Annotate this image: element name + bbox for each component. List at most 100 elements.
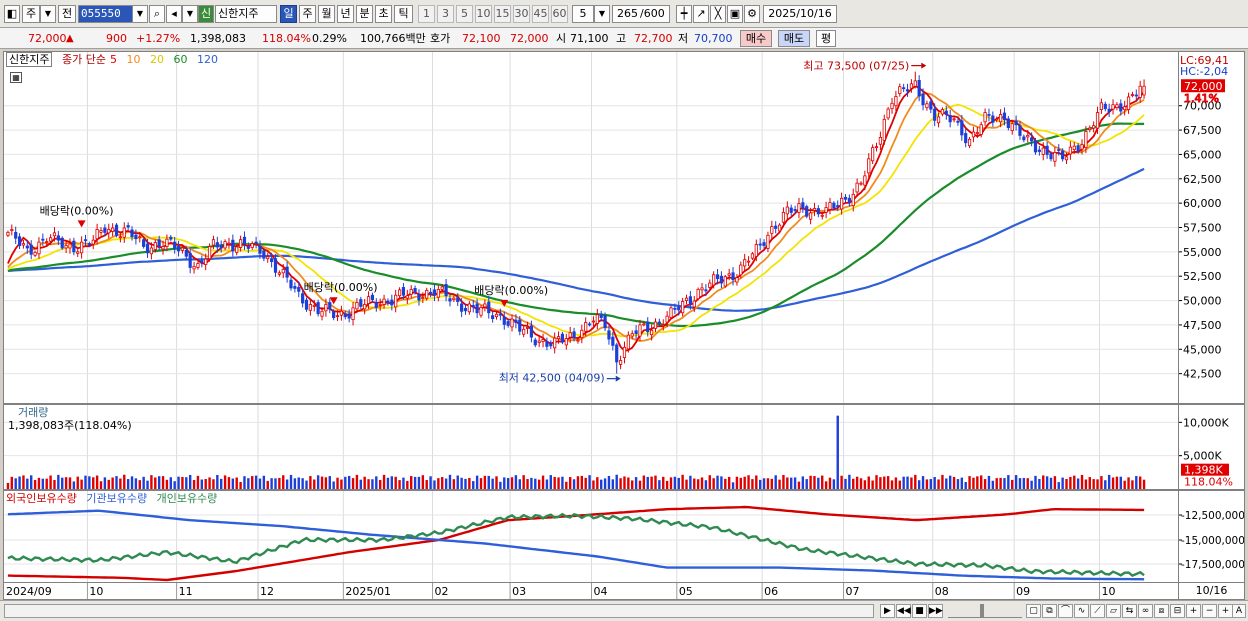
market-scope-select[interactable]: 전 bbox=[58, 5, 76, 23]
search-icon[interactable]: ⌕ bbox=[149, 5, 165, 23]
interval-dropdown-icon[interactable]: ▼ bbox=[594, 5, 610, 23]
price-change-pct: +1.27% bbox=[136, 32, 181, 45]
trend-icon[interactable]: ⟋ bbox=[1090, 604, 1105, 618]
candle-body bbox=[351, 307, 355, 320]
interval-select[interactable]: 5 bbox=[572, 5, 594, 23]
save-icon[interactable]: ▣ bbox=[727, 5, 743, 23]
code-dropdown-icon[interactable]: ▼ bbox=[132, 5, 148, 23]
individual-holding-line bbox=[7, 512, 1145, 577]
speaker-icon[interactable]: ◂ bbox=[166, 5, 182, 23]
cascade-icon[interactable]: ⧉ bbox=[1042, 604, 1057, 618]
volume-bar bbox=[743, 476, 746, 489]
interval-60[interactable]: 60 bbox=[551, 5, 568, 23]
period-minute[interactable]: 분 bbox=[356, 5, 373, 23]
period-day[interactable]: 일 bbox=[280, 5, 297, 23]
volume-bar bbox=[925, 479, 929, 489]
chart-scrollbar[interactable] bbox=[4, 604, 874, 618]
candle-body bbox=[262, 250, 266, 259]
stock-code-value: 055550 bbox=[79, 6, 132, 22]
count-input[interactable]: 265 bbox=[612, 5, 640, 23]
volume-bar bbox=[813, 476, 816, 489]
price-chart-panel[interactable]: 최고 73,500 (07/25) 최저 42,500 (04/09) 배당락(0.… bbox=[3, 51, 1179, 404]
volume-bar bbox=[64, 477, 68, 489]
gear-icon[interactable]: ⚙ bbox=[744, 5, 760, 23]
period-second[interactable]: 초 bbox=[375, 5, 392, 23]
volume-bar bbox=[344, 476, 347, 489]
high-arrow-head bbox=[921, 62, 927, 69]
interval-3[interactable]: 3 bbox=[437, 5, 454, 23]
candle-body bbox=[1107, 108, 1111, 112]
rewind-icon[interactable]: ◀◀ bbox=[896, 604, 911, 618]
interval-45[interactable]: 45 bbox=[532, 5, 549, 23]
date-input[interactable]: 2025/10/16 bbox=[763, 5, 837, 23]
period-month[interactable]: 월 bbox=[318, 5, 335, 23]
grid-icon[interactable]: ▦ bbox=[10, 72, 22, 83]
legend-stock-name[interactable]: 신한지주 bbox=[6, 52, 53, 67]
candle-body bbox=[6, 231, 10, 236]
speaker-dropdown-icon[interactable]: ▼ bbox=[182, 5, 198, 23]
volume-bar bbox=[33, 480, 37, 489]
candle-body bbox=[138, 236, 142, 239]
volume-tick-label: 10,000K bbox=[1183, 416, 1229, 429]
volume-bar bbox=[972, 477, 975, 489]
candle-settings-icon[interactable]: ┿ bbox=[676, 5, 692, 23]
market-type-select[interactable]: 주 bbox=[22, 5, 40, 23]
up-arrow-icon: ▲ bbox=[66, 33, 74, 44]
stock-name[interactable]: 신한지주 bbox=[215, 5, 277, 23]
interval-30[interactable]: 30 bbox=[513, 5, 530, 23]
legend-institution: 기관보유수량 bbox=[86, 492, 148, 505]
interval-15[interactable]: 15 bbox=[494, 5, 511, 23]
period-week[interactable]: 주 bbox=[299, 5, 316, 23]
stop-icon[interactable]: ■ bbox=[912, 604, 927, 618]
period-tick[interactable]: 틱 bbox=[394, 5, 413, 23]
zoom-in-icon[interactable]: + bbox=[1186, 604, 1201, 618]
sell-button[interactable]: 매도 bbox=[778, 30, 810, 47]
interval-1[interactable]: 1 bbox=[418, 5, 435, 23]
line-draw-icon[interactable]: ↗ bbox=[693, 5, 709, 23]
period-year[interactable]: 년 bbox=[337, 5, 354, 23]
interval-5[interactable]: 5 bbox=[456, 5, 473, 23]
ex-dividend-marker bbox=[500, 299, 509, 307]
window-icon[interactable]: ▢ bbox=[1026, 604, 1041, 618]
candle-body bbox=[886, 108, 890, 119]
stock-code-input[interactable]: 055550 bbox=[78, 5, 133, 23]
text-size-icon[interactable]: A bbox=[1232, 604, 1246, 618]
interval-10[interactable]: 10 bbox=[475, 5, 492, 23]
candle-body bbox=[1095, 112, 1100, 129]
chart-icon[interactable]: ⧈ bbox=[1154, 604, 1169, 618]
zigzag-icon[interactable]: ∿ bbox=[1074, 604, 1089, 618]
evaluate-button[interactable]: 평 bbox=[816, 30, 836, 47]
candle-body bbox=[1076, 145, 1080, 152]
plus-icon[interactable]: + bbox=[1218, 604, 1233, 618]
link-icon[interactable]: ∞ bbox=[1138, 604, 1153, 618]
fast-forward-icon[interactable]: ▶▶ bbox=[928, 604, 943, 618]
volume-bar bbox=[603, 478, 607, 489]
volume-bar bbox=[146, 480, 149, 489]
zoom-slider-handle[interactable] bbox=[980, 604, 984, 617]
split-icon[interactable]: ⊟ bbox=[1170, 604, 1185, 618]
volume-bar bbox=[1084, 479, 1088, 489]
candle-body bbox=[382, 298, 386, 305]
volume-bar bbox=[1115, 476, 1119, 489]
area-icon[interactable]: ▱ bbox=[1106, 604, 1121, 618]
zoom-slider[interactable] bbox=[948, 604, 1022, 618]
x-tick-label: 10 bbox=[89, 585, 103, 598]
volume-chart-panel[interactable]: 거래량 1,398,083주(118.04%) bbox=[3, 404, 1179, 490]
ma5-line bbox=[7, 85, 1145, 352]
line-tool-icon[interactable]: ⌒ bbox=[1058, 604, 1073, 618]
candle-body bbox=[103, 227, 107, 233]
scroll-right-icon[interactable]: ▶ bbox=[880, 604, 895, 618]
zoom-out-icon[interactable]: − bbox=[1202, 604, 1217, 618]
chevron-down-icon[interactable]: ▼ bbox=[40, 5, 56, 23]
chart-tools-icon[interactable]: ╳ bbox=[710, 5, 726, 23]
volume-bar bbox=[456, 475, 459, 489]
candle-body bbox=[25, 245, 29, 249]
volume-bar bbox=[607, 476, 611, 489]
chart-type-icon[interactable]: ◧ bbox=[4, 5, 20, 23]
compare-icon[interactable]: ⇆ bbox=[1122, 604, 1137, 618]
volume-bar bbox=[289, 474, 293, 489]
candle-body bbox=[770, 226, 774, 234]
holding-chart-panel[interactable]: 외국인보유수량 기관보유수량 개인보유수량 bbox=[3, 490, 1179, 583]
candle-body bbox=[219, 244, 223, 249]
buy-button[interactable]: 매수 bbox=[740, 30, 772, 47]
